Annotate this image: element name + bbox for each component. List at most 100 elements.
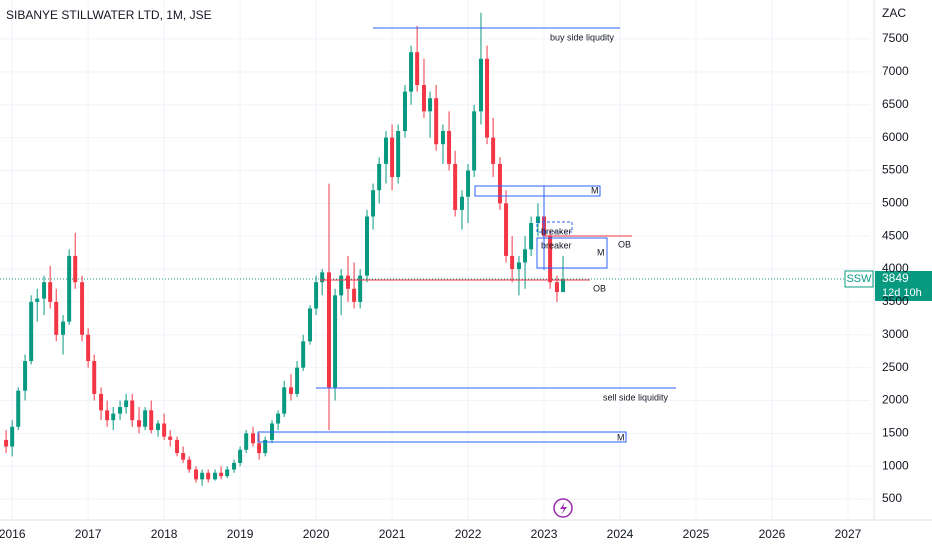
candle-body: [80, 282, 85, 335]
candle-body: [219, 472, 224, 477]
candle-body: [282, 387, 287, 414]
candle-body: [67, 255, 72, 322]
candle-body: [187, 459, 192, 470]
candle-body: [383, 137, 388, 164]
candle-body: [447, 131, 452, 164]
candle-body: [428, 98, 433, 112]
candle-body: [4, 439, 9, 447]
x-tick-label: 2020: [303, 527, 330, 541]
candle-body: [402, 91, 407, 132]
candle-body: [478, 58, 483, 112]
y-tick-label: 5500: [882, 163, 909, 177]
candle-body: [346, 275, 350, 289]
candle-body: [162, 423, 167, 437]
candle-body: [99, 393, 104, 411]
x-tick-label: 2026: [759, 527, 786, 541]
candle-body: [289, 387, 294, 394]
candle-body: [554, 282, 559, 293]
candle-body: [327, 272, 332, 388]
y-tick-label: 4500: [882, 228, 909, 242]
candle-body: [308, 308, 313, 342]
candle-body: [130, 400, 135, 421]
y-tick-label: 6000: [882, 130, 909, 144]
candle-body: [301, 341, 306, 368]
y-tick-label: 1500: [882, 426, 909, 440]
annotation: sell side liquidity: [603, 392, 669, 402]
x-tick-label: 2023: [531, 527, 558, 541]
countdown: 12d 10h: [882, 287, 922, 299]
y-tick-label: 4000: [882, 261, 909, 275]
x-tick-label: 2017: [75, 527, 102, 541]
symbol-box: [844, 270, 874, 288]
candle-body: [396, 131, 401, 178]
x-tick-label: 2024: [607, 527, 634, 541]
candle-body: [118, 407, 123, 414]
candle-body: [251, 433, 256, 444]
candle-body: [434, 98, 439, 145]
candle-body: [466, 170, 471, 197]
candle-body: [168, 436, 173, 440]
x-tick-label: 2027: [835, 527, 862, 541]
candle-body: [491, 137, 496, 164]
candle-body: [561, 278, 566, 293]
candle-body: [409, 52, 414, 92]
event-icon: [553, 498, 573, 518]
candle-body: [23, 361, 28, 391]
candle-body: [124, 400, 129, 408]
annotation: OB: [593, 283, 606, 293]
candle-body: [16, 390, 21, 427]
candle-body: [92, 361, 97, 394]
candle-body: [472, 111, 477, 171]
annotation: M: [617, 432, 625, 442]
candle-body: [453, 163, 458, 210]
y-tick-label: 5000: [882, 196, 909, 210]
candle-body: [320, 272, 325, 283]
currency-label: ZAC: [882, 6, 906, 20]
candle-body: [421, 85, 426, 112]
candle-body: [105, 410, 110, 421]
candle-body: [257, 443, 262, 454]
candle-body: [61, 321, 66, 335]
candle-body: [314, 282, 319, 309]
last-price: 3849: [882, 271, 909, 285]
candle-body: [200, 472, 205, 480]
candle-body: [175, 439, 180, 454]
candle-body: [497, 163, 502, 204]
candle-body: [86, 334, 91, 362]
candle-body: [459, 196, 464, 210]
m-box: [536, 237, 608, 269]
y-tick-label: 3500: [882, 294, 909, 308]
candle-body: [213, 472, 218, 480]
chart-title: SIBANYE STILLWATER LTD, 1M, JSE: [6, 8, 212, 22]
symbol-label: SSW: [846, 273, 872, 285]
y-tick-label: 1000: [882, 458, 909, 472]
y-tick-label: 6500: [882, 97, 909, 111]
candle-body: [548, 236, 553, 283]
candle-body: [364, 216, 369, 276]
candle-body: [529, 223, 534, 250]
candle-body: [238, 449, 243, 463]
y-tick-label: 2500: [882, 360, 909, 374]
candle-body: [510, 255, 515, 270]
candle-body: [29, 301, 34, 362]
annotation: breaker: [541, 240, 572, 250]
y-tick-label: 7000: [882, 64, 909, 78]
candle-body: [377, 163, 382, 191]
breaker-box: [536, 221, 573, 233]
x-tick-label: 2019: [227, 527, 254, 541]
candle-body: [358, 275, 363, 302]
candle-body: [504, 203, 509, 256]
candle-body: [485, 58, 490, 138]
y-tick-label: 7500: [882, 31, 909, 45]
candle-body: [48, 282, 53, 302]
candle-body: [206, 472, 211, 480]
candle-body: [339, 275, 344, 296]
candle-body: [295, 367, 300, 394]
candle-body: [333, 295, 338, 388]
candle-body: [232, 462, 237, 470]
candle-body: [415, 52, 420, 86]
candle-body: [137, 420, 142, 427]
annotation: breaker: [541, 226, 572, 236]
candle-body: [181, 453, 186, 460]
candle-body: [35, 298, 40, 302]
